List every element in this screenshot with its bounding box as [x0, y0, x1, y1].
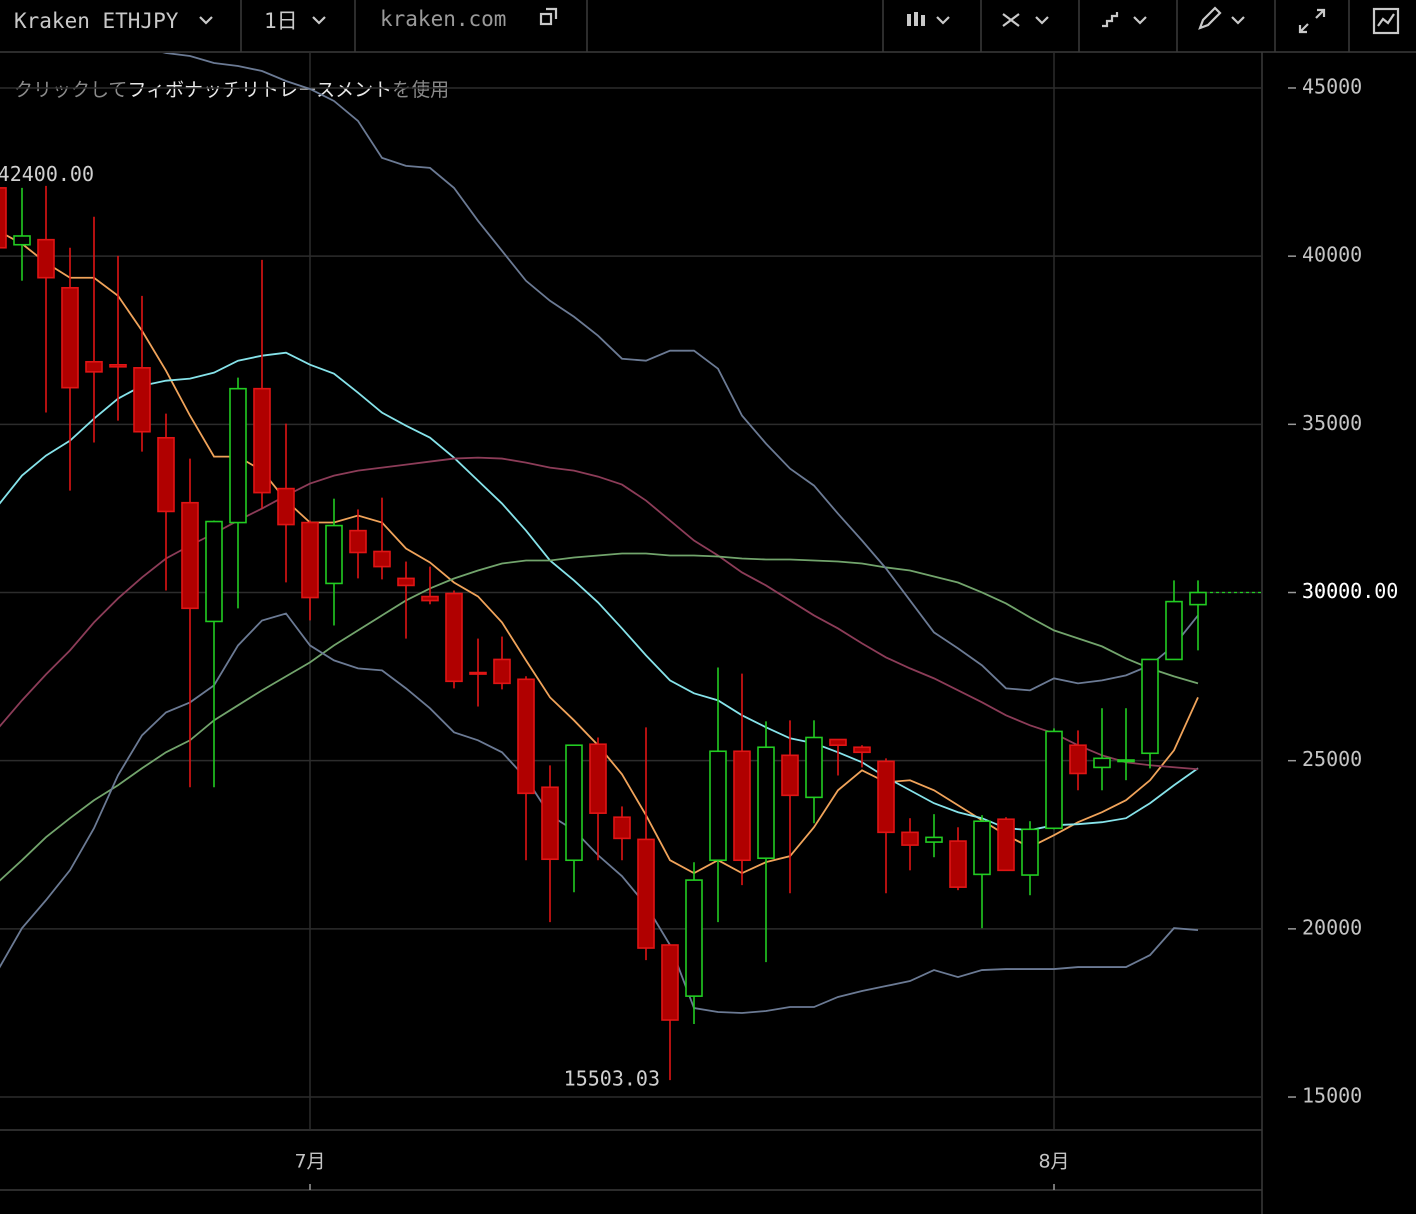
- candle-body: [853, 746, 871, 754]
- indicator-line: [162, 53, 1199, 692]
- candle-body: [253, 387, 271, 494]
- candle-body: [61, 286, 79, 389]
- y-tick-label: 25000: [1302, 747, 1362, 771]
- candle-body: [13, 235, 31, 246]
- candle-body: [325, 524, 343, 585]
- candle-body: [109, 363, 127, 368]
- candle-body: [1069, 744, 1087, 775]
- indicator-line: [0, 552, 1199, 882]
- toolbar: Kraken ETHJPY 1日 kraken.com: [0, 0, 1416, 53]
- hint-text: クリックして: [14, 79, 127, 101]
- symbol-selector[interactable]: Kraken ETHJPY: [14, 9, 179, 33]
- dropdown-icon[interactable]: [199, 16, 213, 25]
- candle-body: [277, 487, 295, 526]
- fullscreen-button[interactable]: [1298, 8, 1326, 34]
- y-tick-label: 40000: [1302, 243, 1362, 267]
- axes: 15000 20000 25000 30000 35000 40000 45000 7月 8月: [294, 74, 1362, 1190]
- candle-body: [589, 743, 607, 814]
- candle-body: [541, 786, 559, 861]
- candle-body: [37, 238, 55, 279]
- candle-body: [205, 520, 223, 623]
- candle-body: [421, 595, 439, 602]
- frame: [0, 52, 1263, 1214]
- chart-settings-button[interactable]: [1372, 7, 1400, 35]
- candle-body: [829, 738, 847, 747]
- indicator-button[interactable]: [1002, 13, 1049, 27]
- candle-body: [973, 820, 991, 876]
- candle-body: [949, 840, 967, 888]
- low-label: 15503.03: [564, 1067, 660, 1091]
- candle-body: [613, 816, 631, 840]
- candle-body: [85, 360, 103, 373]
- y-tick-label: 15000: [1302, 1084, 1362, 1108]
- interval-selector[interactable]: 1日: [264, 9, 298, 33]
- candle-body: [397, 577, 415, 587]
- candle-body: [373, 550, 391, 568]
- y-tick-label: 45000: [1302, 74, 1362, 98]
- candle-body: [493, 658, 511, 685]
- dropdown-icon[interactable]: [312, 16, 326, 25]
- plot-area: [0, 53, 1207, 1081]
- candle-body: [1117, 759, 1135, 763]
- x-tick-label: 8月: [1038, 1151, 1069, 1173]
- candle-body: [229, 387, 247, 524]
- high-label: 42400.00: [0, 162, 94, 186]
- candle-body: [1093, 757, 1111, 769]
- y-tick-label: 20000: [1302, 915, 1362, 939]
- y-tick-label: 30000: [1302, 579, 1362, 603]
- candle-style-button[interactable]: [907, 12, 950, 26]
- candle-body: [1165, 600, 1183, 661]
- external-link-icon[interactable]: [539, 7, 558, 26]
- candle-body: [1045, 730, 1063, 830]
- candle-body: [637, 838, 655, 949]
- candle-body: [757, 746, 775, 860]
- candle-body: [661, 944, 679, 1021]
- candle-body: [133, 367, 151, 433]
- hint: クリックしてフィボナッチリトレースメントを使用: [14, 79, 449, 101]
- hint-text: を使用: [392, 79, 449, 101]
- candle-body: [181, 501, 199, 610]
- candle-body: [469, 671, 487, 675]
- drawing-style-button[interactable]: [1102, 12, 1147, 28]
- candle-body: [1021, 828, 1039, 876]
- candle-body: [709, 750, 727, 862]
- candle-body: [157, 436, 175, 513]
- candle-body: [0, 187, 7, 249]
- candle-body: [733, 750, 751, 862]
- candle-body: [1141, 658, 1159, 755]
- candle-body: [685, 879, 703, 997]
- candle-body: [1189, 591, 1207, 606]
- candle-body: [445, 592, 463, 683]
- candle-body: [925, 836, 943, 843]
- site-link[interactable]: kraken.com: [380, 7, 506, 31]
- candle-body: [349, 529, 367, 554]
- hint-tool: フィボナッチリトレースメント: [127, 79, 392, 101]
- candle-body: [565, 744, 583, 862]
- candle-body: [805, 736, 823, 799]
- y-tick-label: 35000: [1302, 411, 1362, 435]
- last-price-label: 30000.00: [1302, 579, 1398, 603]
- candle-body: [301, 521, 319, 599]
- candle-body: [901, 831, 919, 846]
- candle-body: [781, 754, 799, 797]
- draw-tool-button[interactable]: [1198, 6, 1245, 30]
- candle-body: [877, 760, 895, 834]
- candle-body: [517, 678, 535, 795]
- x-tick-label: 7月: [294, 1151, 325, 1173]
- candle-body: [997, 818, 1015, 872]
